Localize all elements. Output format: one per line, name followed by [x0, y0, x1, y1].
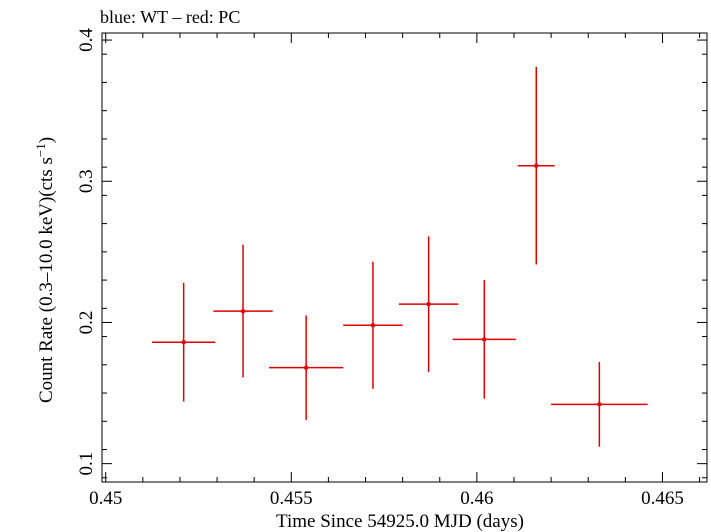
point-marker	[482, 337, 487, 342]
chart-title: blue: WT – red: PC	[100, 7, 240, 27]
data-point	[213, 244, 273, 378]
y-axis-label: Count Rate (0.3–10.0 keV)(cts s−1)	[33, 137, 57, 403]
data-point	[269, 315, 344, 420]
point-marker	[240, 308, 246, 314]
data-series	[152, 66, 648, 447]
point-marker	[597, 402, 602, 407]
data-point	[152, 282, 216, 402]
y-tick-label: 0.2	[76, 311, 97, 335]
x-tick-label: 0.46	[460, 488, 493, 509]
plot-frame	[101, 32, 708, 483]
data-point	[398, 236, 459, 372]
point-marker	[426, 301, 431, 307]
point-marker	[370, 323, 376, 328]
x-axis-label: Time Since 54925.0 MJD (days)	[276, 511, 524, 532]
x-tick-label: 0.465	[641, 488, 684, 509]
y-axis: 0.1 0.2 0.3 0.4	[76, 28, 707, 479]
point-marker	[303, 365, 309, 370]
x-tick-label: 0.455	[270, 488, 313, 509]
data-point	[551, 361, 648, 447]
y-axis-label-close: )	[36, 137, 57, 143]
x-tick-label: 0.45	[89, 488, 122, 509]
point-marker	[534, 163, 539, 168]
data-point	[517, 66, 555, 265]
point-marker	[181, 340, 186, 345]
y-axis-label-exponent: −1	[33, 143, 48, 157]
y-tick-label: 0.1	[76, 452, 97, 476]
data-point	[343, 261, 403, 389]
data-point	[452, 280, 516, 399]
y-tick-label: 0.4	[76, 28, 97, 52]
y-tick-label: 0.3	[76, 169, 97, 193]
x-axis: 0.45 0.455 0.46 0.465	[89, 33, 701, 509]
y-axis-label-main: Count Rate (0.3–10.0 keV)(cts s	[36, 157, 57, 403]
